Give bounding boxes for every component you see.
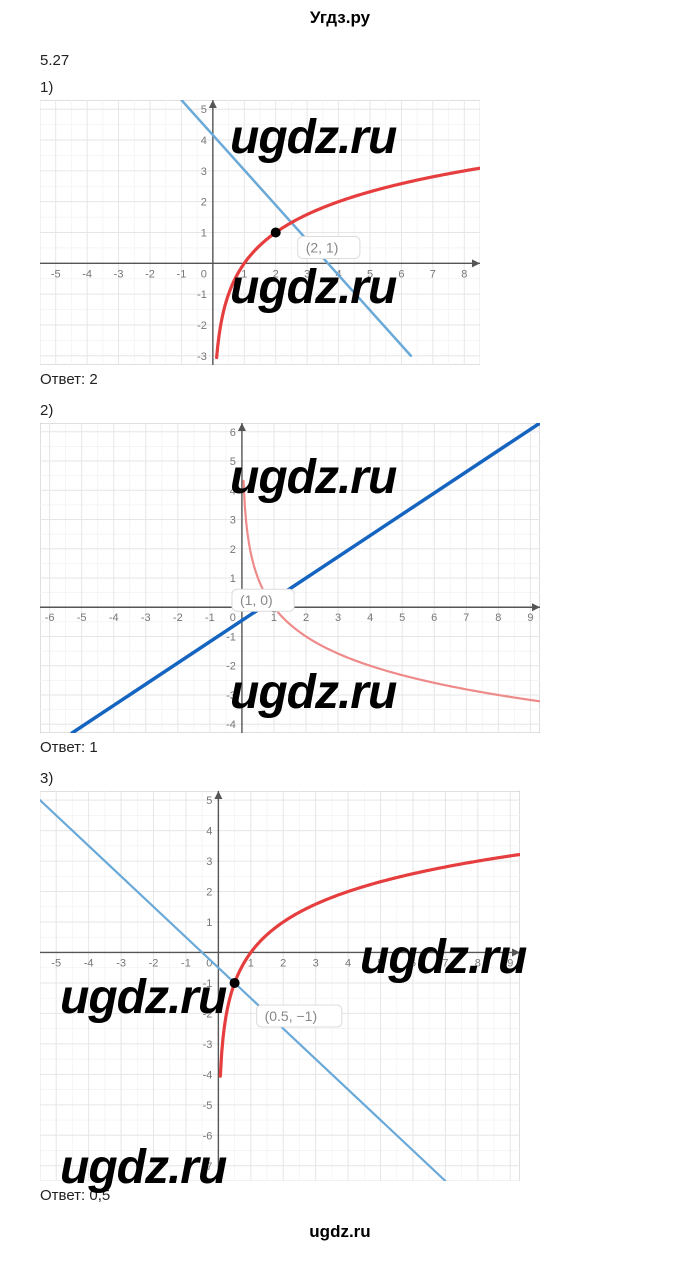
page-footer: ugdz.ru xyxy=(40,1222,640,1242)
svg-text:5: 5 xyxy=(377,957,383,969)
svg-text:4: 4 xyxy=(201,135,207,147)
svg-text:-2: -2 xyxy=(145,268,155,280)
svg-text:(0.5, −1): (0.5, −1) xyxy=(265,1008,318,1024)
svg-text:-5: -5 xyxy=(203,1100,213,1112)
svg-text:7: 7 xyxy=(442,957,448,969)
svg-text:-4: -4 xyxy=(82,268,92,280)
svg-text:3: 3 xyxy=(201,166,207,178)
svg-text:3: 3 xyxy=(313,957,319,969)
svg-text:-3: -3 xyxy=(141,612,151,624)
svg-text:5: 5 xyxy=(201,104,207,116)
svg-text:5: 5 xyxy=(367,268,373,280)
svg-text:-2: -2 xyxy=(197,320,207,332)
svg-text:3: 3 xyxy=(206,856,212,868)
svg-text:4: 4 xyxy=(367,612,373,624)
svg-text:-4: -4 xyxy=(84,957,94,969)
charts-container: 1) -5 -4 -3 -2 -1 1 2 3 4 5 6 7 8 -3 -2 -1 1 2 3 4 5 0 (2, 1) От… xyxy=(40,79,640,1204)
svg-text:-3: -3 xyxy=(226,690,236,702)
svg-text:1: 1 xyxy=(206,917,212,929)
svg-text:2: 2 xyxy=(230,544,236,556)
svg-text:5: 5 xyxy=(206,795,212,807)
svg-text:-1: -1 xyxy=(226,631,236,643)
answer-line: Ответ: 2 xyxy=(40,371,640,388)
svg-text:-3: -3 xyxy=(197,351,207,363)
chart-1: -5-4-3-2-112345678-3-2-1123450(2, 1) xyxy=(40,100,480,365)
svg-text:5: 5 xyxy=(230,456,236,468)
svg-text:2: 2 xyxy=(280,957,286,969)
svg-text:-7: -7 xyxy=(203,1161,213,1173)
svg-text:-5: -5 xyxy=(77,612,87,624)
svg-text:(1, 0): (1, 0) xyxy=(240,592,273,608)
chart-wrap: -6 -5 -4 -3 -2 -1 1 2 3 4 5 6 7 8 9 -4 -3 -2 -1 1 2 3 4 5 6 0 (1, … xyxy=(40,423,640,733)
svg-text:7: 7 xyxy=(430,268,436,280)
svg-text:8: 8 xyxy=(495,612,501,624)
svg-text:-3: -3 xyxy=(203,1039,213,1051)
subsection-number: 2) xyxy=(40,402,640,419)
svg-text:3: 3 xyxy=(335,612,341,624)
svg-text:6: 6 xyxy=(230,427,236,439)
svg-text:1: 1 xyxy=(201,228,207,240)
svg-text:-6: -6 xyxy=(203,1130,213,1142)
svg-text:-1: -1 xyxy=(203,978,213,990)
svg-text:2: 2 xyxy=(273,268,279,280)
chart-wrap: -5-4-3-2-112345678-3-2-1123450(2, 1) xyxy=(40,100,640,365)
svg-text:8: 8 xyxy=(475,957,481,969)
svg-text:6: 6 xyxy=(431,612,437,624)
svg-text:-1: -1 xyxy=(197,289,207,301)
svg-text:-4: -4 xyxy=(203,1069,213,1081)
svg-text:2: 2 xyxy=(206,887,212,899)
answer-line: Ответ: 0,5 xyxy=(40,1187,640,1204)
svg-text:9: 9 xyxy=(507,957,513,969)
svg-text:-2: -2 xyxy=(149,957,159,969)
svg-text:4: 4 xyxy=(230,485,236,497)
svg-text:5: 5 xyxy=(399,612,405,624)
svg-text:-2: -2 xyxy=(226,661,236,673)
svg-text:0: 0 xyxy=(201,268,207,280)
svg-text:8: 8 xyxy=(461,268,467,280)
subsection-number: 1) xyxy=(40,79,640,96)
svg-text:-1: -1 xyxy=(205,612,215,624)
svg-text:-4: -4 xyxy=(226,719,236,731)
svg-text:-5: -5 xyxy=(51,268,61,280)
svg-text:-2: -2 xyxy=(203,1008,213,1020)
svg-text:-1: -1 xyxy=(177,268,187,280)
svg-text:6: 6 xyxy=(410,957,416,969)
svg-text:-4: -4 xyxy=(109,612,119,624)
svg-text:1: 1 xyxy=(230,573,236,585)
svg-text:-3: -3 xyxy=(116,957,126,969)
page-header: Угдз.ру xyxy=(40,8,640,28)
svg-text:-2: -2 xyxy=(173,612,183,624)
svg-text:4: 4 xyxy=(206,826,212,838)
svg-text:-1: -1 xyxy=(181,957,191,969)
svg-text:(2, 1): (2, 1) xyxy=(306,240,339,256)
subsection-number: 3) xyxy=(40,770,640,787)
svg-text:2: 2 xyxy=(303,612,309,624)
svg-text:9: 9 xyxy=(527,612,533,624)
svg-text:2: 2 xyxy=(201,197,207,209)
svg-text:7: 7 xyxy=(463,612,469,624)
svg-text:4: 4 xyxy=(345,957,351,969)
svg-text:0: 0 xyxy=(230,612,236,624)
svg-text:1: 1 xyxy=(248,957,254,969)
svg-text:1: 1 xyxy=(271,612,277,624)
svg-text:1: 1 xyxy=(241,268,247,280)
chart-3: -5-4-3-2-1123456789-7-6-5-4-3-2-1123450(… xyxy=(40,791,520,1181)
svg-text:-5: -5 xyxy=(51,957,61,969)
chart-2: -6 -5 -4 -3 -2 -1 1 2 3 4 5 6 7 8 9 -4 -3 -2 -1 1 2 3 4 5 6 0 (1, … xyxy=(40,423,540,733)
svg-text:-6: -6 xyxy=(45,612,55,624)
section-number: 5.27 xyxy=(40,52,640,69)
svg-text:3: 3 xyxy=(230,515,236,527)
svg-text:6: 6 xyxy=(398,268,404,280)
svg-text:-3: -3 xyxy=(114,268,124,280)
answer-line: Ответ: 1 xyxy=(40,739,640,756)
svg-text:3: 3 xyxy=(304,268,310,280)
chart-wrap: -5-4-3-2-1123456789-7-6-5-4-3-2-1123450(… xyxy=(40,791,640,1181)
